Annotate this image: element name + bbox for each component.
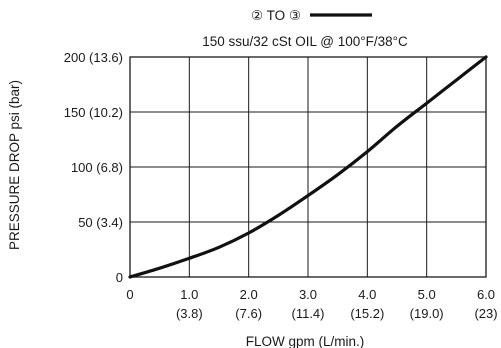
x-tick-label: 1.0 bbox=[180, 287, 198, 302]
y-tick-label: 200 (13.6) bbox=[64, 50, 123, 65]
y-tick-label: 0 bbox=[116, 270, 123, 285]
y-tick-label: 100 (6.8) bbox=[71, 160, 123, 175]
x-axis-title: FLOW gpm (L/min.) bbox=[246, 334, 365, 348]
y-tick-labels: 0 50 (3.4) 100 (6.8) 150 (10.2) 200 (13.6) bbox=[64, 50, 123, 285]
chart-subtitle: 150 ssu/32 cSt OIL @ 100°F/38°C bbox=[202, 34, 408, 49]
series-layer bbox=[128, 55, 488, 279]
x-tick-sublabel: (19.0) bbox=[410, 306, 444, 321]
y-tick-label: 150 (10.2) bbox=[64, 105, 123, 120]
x-tick-sublabel: (7.6) bbox=[235, 306, 262, 321]
y-tick-label: 50 (3.4) bbox=[78, 215, 123, 230]
x-tick-sublabel: (3.8) bbox=[176, 306, 203, 321]
x-tick-labels: 0 1.0 (3.8) 2.0 (7.6) 3.0 (11.4) 4.0 (15.2) 5.0 (1… bbox=[126, 287, 497, 321]
x-tick-sublabel: (23) bbox=[474, 306, 497, 321]
x-tick-label: 6.0 bbox=[477, 287, 495, 302]
x-tick-label: 5.0 bbox=[418, 287, 436, 302]
x-tick-label: 2.0 bbox=[240, 287, 258, 302]
x-tick-sublabel: (15.2) bbox=[350, 306, 384, 321]
y-axis-title: PRESSURE DROP psi (bar) bbox=[7, 80, 22, 250]
x-tick-label: 3.0 bbox=[299, 287, 317, 302]
plot-frame bbox=[129, 56, 487, 278]
series-line bbox=[128, 55, 488, 279]
x-tick-sublabel: (11.4) bbox=[292, 306, 325, 321]
legend-label: ② TO ③ bbox=[251, 8, 301, 23]
x-tick-label: 0 bbox=[126, 287, 133, 302]
x-tick-label: 4.0 bbox=[358, 287, 376, 302]
grid bbox=[129, 56, 487, 278]
